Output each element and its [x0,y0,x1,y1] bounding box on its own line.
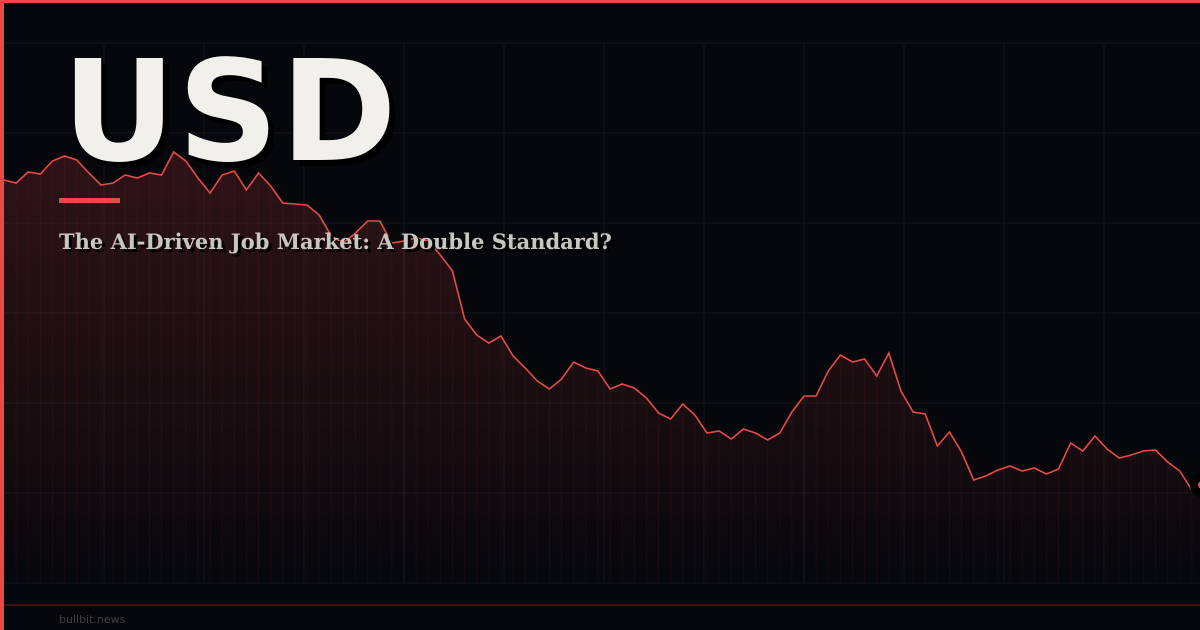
footer-divider [4,604,1200,606]
site-name: bullbit.news [59,613,126,626]
price-chart [4,42,1200,584]
article-headline: The AI-Driven Job Market: A Double Stand… [59,229,612,254]
price-line [4,150,1200,491]
page-title: USD [62,31,399,194]
accent-bar [59,198,120,203]
last-point-halo [1190,473,1200,497]
area-fill [4,152,1200,583]
